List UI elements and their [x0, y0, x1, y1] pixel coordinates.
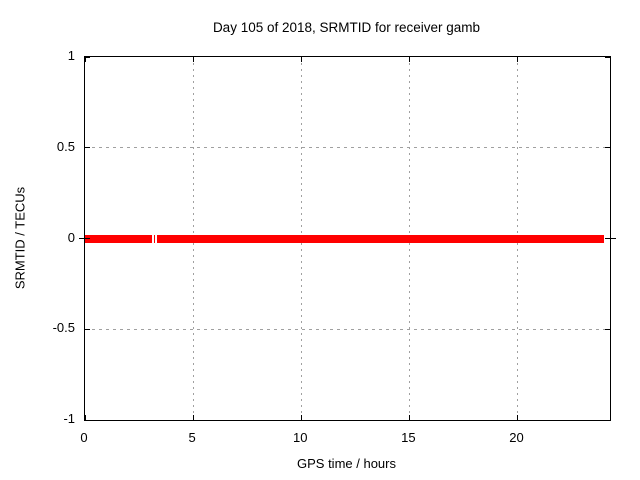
x2-axis-tick: [408, 57, 410, 62]
data-line-segment: [153, 234, 156, 243]
x-axis-tick: [408, 415, 410, 420]
x-tick-label: 0: [80, 430, 88, 445]
x2-axis-tick: [192, 57, 194, 62]
x-axis-tick: [84, 415, 86, 420]
x-tick-label: 15: [401, 430, 416, 445]
y-tick-label: -0.5: [52, 320, 75, 336]
data-line-segment: [157, 234, 604, 243]
y2-axis-tick: [605, 419, 610, 421]
x-axis-tick: [516, 415, 518, 420]
y-axis-tick: [85, 238, 90, 239]
y2-axis-tick: [605, 147, 610, 149]
plot-area: [79, 56, 616, 421]
x-tick-label: 20: [509, 430, 524, 445]
y-axis-tick: [85, 147, 90, 149]
y-axis-tick: [85, 328, 90, 330]
x-axis-label: GPS time / hours: [297, 456, 396, 471]
y-axis-tick: [85, 419, 90, 421]
y-axis-tick: [85, 56, 90, 58]
data-line-segment: [85, 234, 153, 243]
y2-axis-tick: [605, 328, 610, 330]
x2-axis-tick: [84, 57, 86, 62]
zero-tick-right: [611, 238, 616, 239]
y-tick-label: 0.5: [56, 138, 75, 154]
y-tick-label: -1: [63, 411, 75, 426]
y2-axis-tick: [605, 56, 610, 58]
x2-axis-tick: [516, 57, 518, 62]
x-axis-tick: [192, 415, 194, 420]
chart-title: Day 105 of 2018, SRMTID for receiver gam…: [212, 20, 481, 35]
y2-axis-tick: [605, 238, 610, 239]
x2-axis-tick: [300, 57, 302, 62]
y-tick-label: 1: [67, 48, 75, 63]
y-tick-label: 0: [67, 229, 75, 245]
gridline-horizontal: [85, 328, 610, 330]
gridline-horizontal: [85, 147, 610, 149]
x-tick-label: 10: [292, 430, 308, 445]
x-tick-label: 5: [188, 430, 196, 445]
zero-tick-left: [79, 238, 84, 239]
x-axis-tick: [300, 415, 302, 420]
